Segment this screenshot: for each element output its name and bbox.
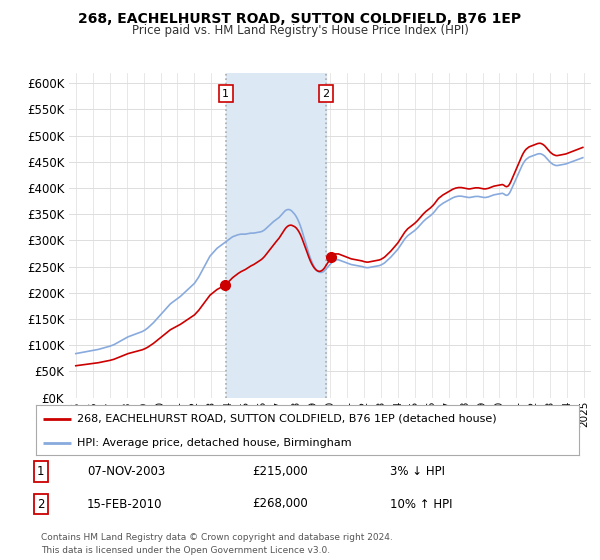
Text: 268, EACHELHURST ROAD, SUTTON COLDFIELD, B76 1EP (detached house): 268, EACHELHURST ROAD, SUTTON COLDFIELD,…: [77, 414, 496, 424]
Text: 10% ↑ HPI: 10% ↑ HPI: [390, 497, 452, 511]
Text: 1: 1: [222, 88, 229, 99]
Text: £268,000: £268,000: [252, 497, 308, 511]
Text: Price paid vs. HM Land Registry's House Price Index (HPI): Price paid vs. HM Land Registry's House …: [131, 24, 469, 36]
Text: 2: 2: [37, 497, 44, 511]
Text: 268, EACHELHURST ROAD, SUTTON COLDFIELD, B76 1EP: 268, EACHELHURST ROAD, SUTTON COLDFIELD,…: [79, 12, 521, 26]
Bar: [226, 73, 326, 398]
Text: £215,000: £215,000: [252, 465, 308, 478]
Text: 15-FEB-2010: 15-FEB-2010: [87, 497, 163, 511]
Text: Contains HM Land Registry data © Crown copyright and database right 2024.
This d: Contains HM Land Registry data © Crown c…: [41, 533, 392, 554]
Text: HPI: Average price, detached house, Birmingham: HPI: Average price, detached house, Birm…: [77, 438, 352, 448]
Text: 07-NOV-2003: 07-NOV-2003: [87, 465, 165, 478]
Text: 3% ↓ HPI: 3% ↓ HPI: [390, 465, 445, 478]
Text: 1: 1: [37, 465, 44, 478]
Text: 2: 2: [322, 88, 329, 99]
